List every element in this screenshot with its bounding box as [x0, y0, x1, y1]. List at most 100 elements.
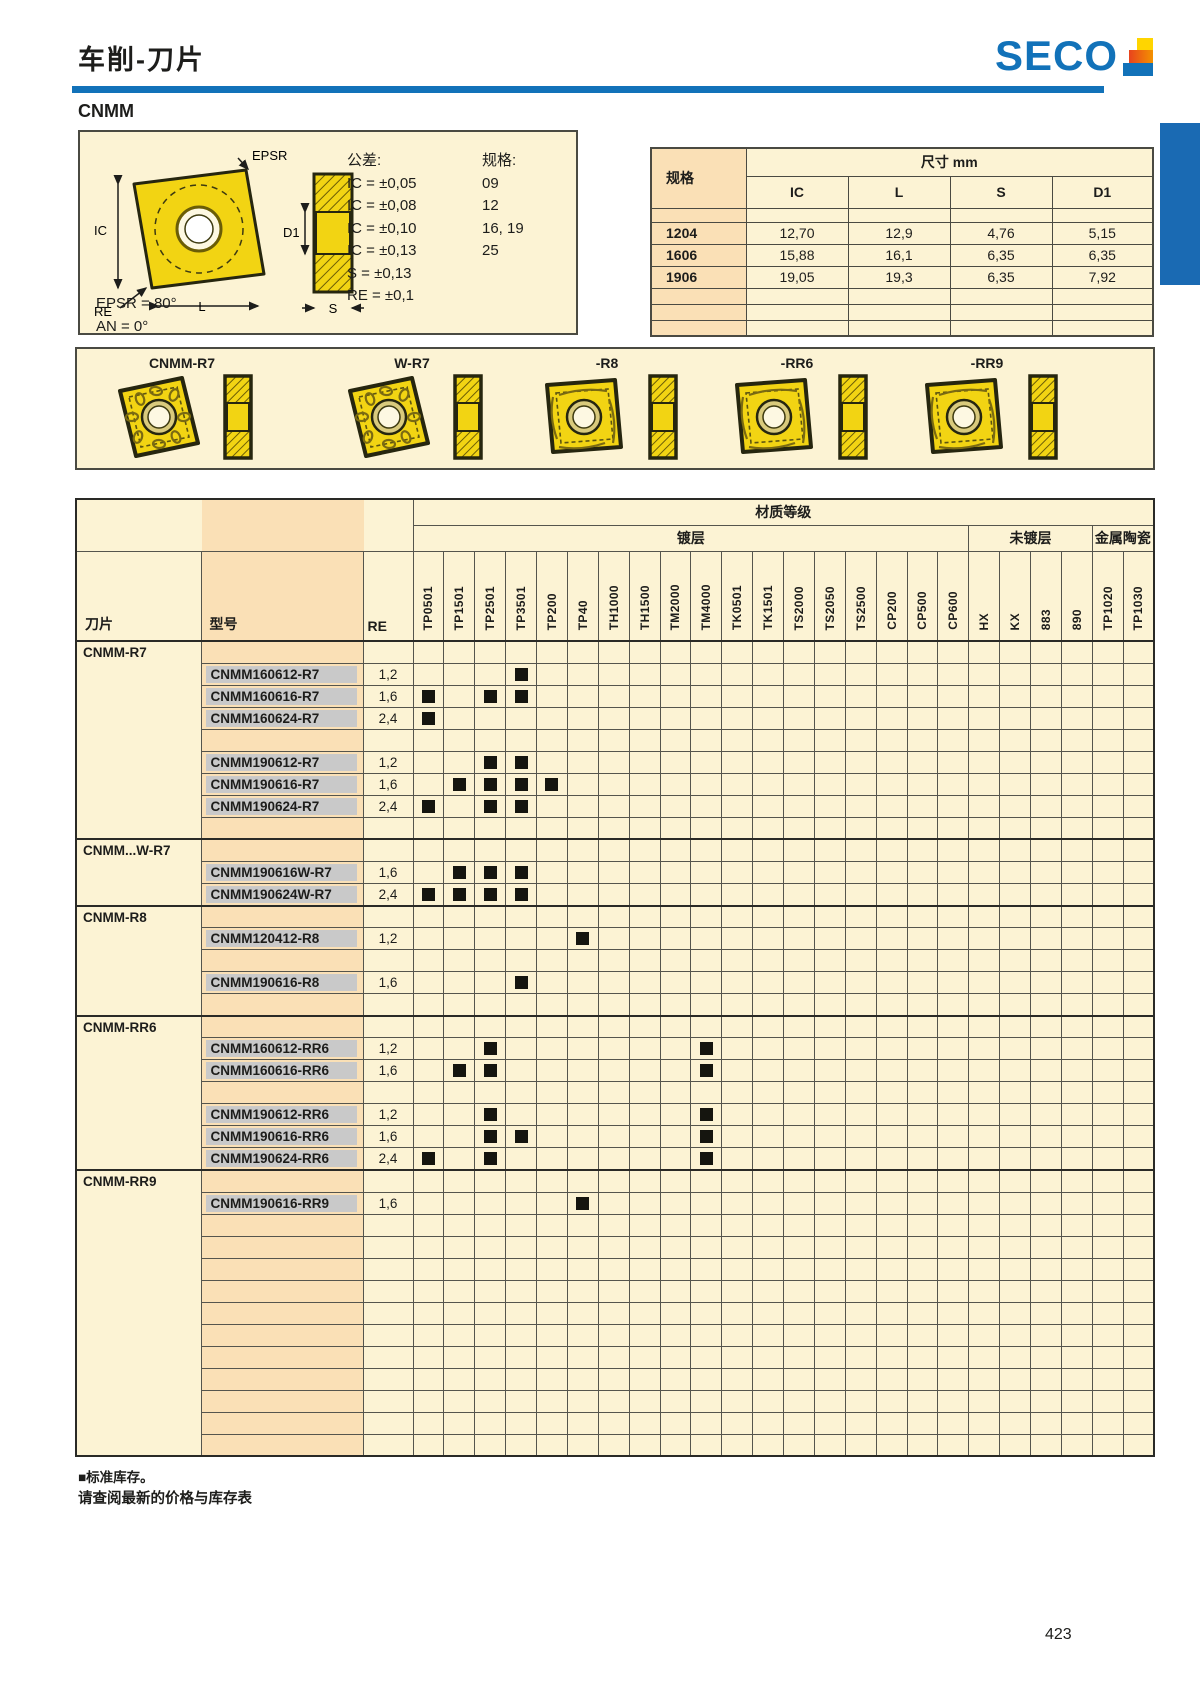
grade-cell	[1122, 1169, 1155, 1193]
matrix-row: CNMM190624W-R7 2,4	[76, 882, 1155, 906]
grade-cell	[566, 1081, 599, 1104]
grade-cell	[474, 1367, 507, 1391]
grade-column-head: TP2501	[474, 550, 507, 642]
grade-cell	[536, 706, 568, 730]
grade-cell	[690, 1191, 723, 1215]
re-cell	[362, 949, 414, 972]
grade-cell	[474, 1389, 507, 1413]
grade-cell	[906, 882, 939, 906]
grade-cell	[659, 750, 692, 774]
grade-cell	[566, 1345, 599, 1369]
grade-cell	[1091, 1323, 1124, 1347]
grade-cell	[906, 750, 939, 774]
grade-cell	[536, 1367, 568, 1391]
re-cell	[362, 904, 414, 928]
grade-cell	[690, 1389, 723, 1413]
matrix-row: CNMM190616-RR6 1,6	[76, 1125, 1155, 1148]
grade-cell	[752, 1169, 784, 1193]
grade-cell	[937, 662, 970, 686]
grade-cell	[1030, 640, 1062, 664]
grade-cell	[597, 904, 630, 928]
matrix-row: CNMM190616W-R7 1,6	[76, 860, 1155, 884]
grade-cell	[443, 816, 476, 840]
grade-cell	[968, 882, 1001, 906]
grade-cell	[412, 816, 445, 840]
grade-cell	[875, 993, 908, 1016]
stock-mark	[514, 865, 528, 879]
grade-cell	[505, 1103, 537, 1126]
grade-cell	[505, 927, 537, 950]
grade-cell	[968, 904, 1001, 928]
re-cell	[362, 1279, 414, 1303]
grade-cell	[536, 1059, 568, 1082]
grade-cell	[752, 1301, 784, 1325]
grade-cell	[659, 949, 692, 972]
grade-cell	[937, 794, 970, 818]
grade-cell	[1030, 684, 1062, 708]
dim-empty-cell	[949, 319, 1053, 337]
dimension-table-body: 规格 尺寸 mm IC L S D1 1204 12,70 12,9 4,76 5,15 1606 15…	[650, 147, 1154, 337]
grade-cell	[1060, 750, 1093, 774]
grade-cell	[721, 1279, 754, 1303]
section-name: CNMM-R7	[83, 645, 147, 660]
grade-cell	[999, 1081, 1031, 1104]
grade-cell	[659, 662, 692, 686]
re-cell	[362, 993, 414, 1016]
grade-column-label: 883	[1038, 608, 1053, 630]
stock-mark	[699, 1152, 713, 1165]
grade-cell	[906, 794, 939, 818]
grade-cell	[783, 1147, 815, 1171]
grade-cell	[505, 1235, 537, 1259]
grade-cell	[1030, 706, 1062, 730]
matrix-empty-row	[76, 1323, 1155, 1347]
grade-cell	[783, 1037, 815, 1060]
grade-cell	[412, 684, 445, 708]
grade-cell	[505, 1433, 537, 1457]
grade-cell	[597, 1081, 630, 1104]
grade-cell	[999, 772, 1031, 796]
grade-cell	[752, 1279, 784, 1303]
grade-cell	[813, 816, 846, 840]
grade-cell	[844, 1103, 877, 1126]
grade-cell	[813, 927, 846, 950]
tolerance-items: IC = ±0,05 IC = ±0,08 IC = ±0,10 IC = ±0,13…	[347, 173, 417, 308]
grade-cell	[875, 1433, 908, 1457]
model-cell	[200, 640, 364, 664]
grade-cell	[566, 927, 599, 950]
grade-cell	[659, 1125, 692, 1148]
grade-cell	[721, 927, 754, 950]
grade-cell	[721, 860, 754, 884]
grade-cell	[690, 1037, 723, 1060]
grade-cell	[937, 1014, 970, 1038]
grade-cell	[536, 750, 568, 774]
matrix-corner	[75, 498, 414, 552]
grade-cell	[597, 882, 630, 906]
matrix-row: CNMM-R8	[75, 904, 1155, 1016]
grade-cell	[597, 684, 630, 708]
grade-cell	[566, 706, 599, 730]
grade-cell	[783, 1301, 815, 1325]
grade-cell	[690, 1279, 723, 1303]
grade-cell	[906, 1279, 939, 1303]
grade-cell	[752, 993, 784, 1016]
grade-cell	[628, 1301, 661, 1325]
grade-cell	[721, 1235, 754, 1259]
grade-column-head: 883	[1030, 550, 1062, 642]
grade-cell	[690, 838, 723, 862]
dim-label-re: RE	[94, 304, 112, 319]
grade-cell	[783, 971, 815, 994]
grade-cell	[844, 1279, 877, 1303]
grade-cell	[721, 971, 754, 994]
grade-cell	[813, 1103, 846, 1126]
dim-empty-cell	[847, 207, 951, 223]
gallery-item-views	[522, 373, 692, 461]
grade-cell	[1091, 706, 1124, 730]
grade-cell	[783, 1014, 815, 1038]
grade-cell	[597, 1279, 630, 1303]
grade-cell	[875, 728, 908, 752]
grade-cell	[875, 1169, 908, 1193]
grade-cell	[690, 927, 723, 950]
grade-cell	[628, 1059, 661, 1082]
matrix-row: CNMM...W-R7	[75, 838, 1155, 906]
grade-cell	[505, 816, 537, 840]
